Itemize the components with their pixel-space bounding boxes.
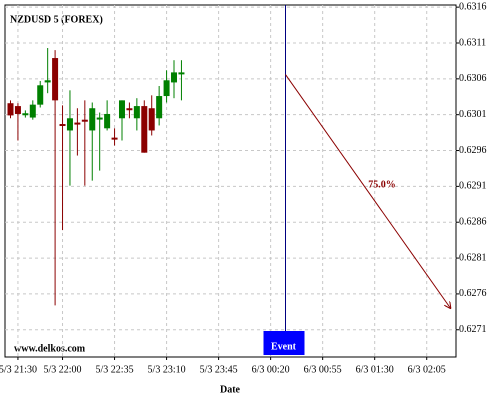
projection-label: 75.0% [368,180,396,191]
watermark: www.delkos.com [14,343,86,354]
candle-body [178,72,185,75]
candle-body [171,72,178,83]
candle-body [141,106,148,153]
y-tick-label: 0.6281 [459,252,487,263]
candle-body [59,124,66,127]
candle-body [29,104,36,118]
candle-body [52,58,59,101]
y-tick-label: 0.6301 [459,109,487,120]
y-tick-label: 0.6316 [459,1,487,12]
candle-body [156,96,163,119]
candle-body [14,106,21,114]
candle-body [148,108,155,131]
candle-body [22,113,29,116]
candle-body [66,118,73,131]
y-tick-label: 0.6291 [459,181,487,192]
candle-body [133,106,140,119]
candle-body [104,113,111,129]
x-tick-label: 5/3 22:35 [96,364,134,375]
y-tick-label: 0.6271 [459,324,487,335]
candle-body [126,108,133,111]
y-tick-label: 0.6306 [459,73,487,84]
candle-body [81,119,88,122]
y-tick-label: 0.6296 [459,145,487,156]
y-tick-label: 0.6276 [459,288,487,299]
candle-body [37,85,44,105]
x-tick-label: 5/3 23:45 [200,364,238,375]
y-tick-label: 0.6311 [459,37,486,48]
x-tick-label: 5/3 23:10 [148,364,186,375]
candle-body [118,100,125,119]
candle-body [163,80,170,97]
x-tick-label: 6/3 02:05 [408,364,446,375]
projection-arrow [285,74,451,309]
x-tick-label: 6/3 00:20 [252,364,290,375]
y-tick-label: 0.6286 [459,217,487,228]
candle-body [7,103,14,116]
x-tick-label: 5/3 21:30 [0,364,37,375]
x-tick-label: 5/3 22:00 [43,364,81,375]
x-tick-label: 6/3 01:30 [356,364,394,375]
plot-area [4,4,457,358]
candle-body [111,137,118,140]
candle-body [44,80,51,83]
event-box [263,331,305,355]
x-axis-label: Date [220,384,241,395]
event-label: Event [271,341,297,352]
x-tick-label: 6/3 00:55 [304,364,342,375]
candle-body [89,108,96,131]
candle-body [74,122,81,125]
chart-title: NZDUSD 5 (FOREX) [10,14,103,25]
candle-body [96,117,103,120]
